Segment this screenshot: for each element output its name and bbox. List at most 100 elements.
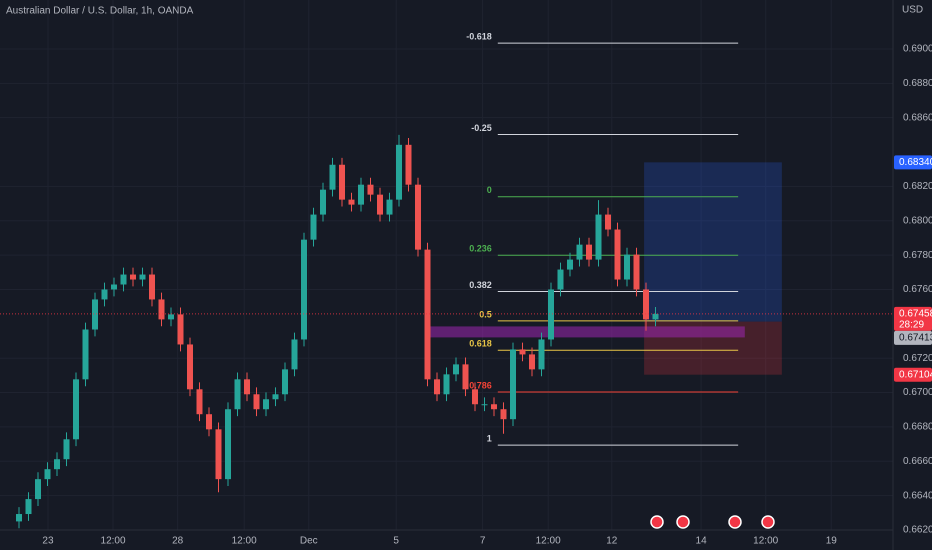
candle-body xyxy=(234,379,241,410)
candle-body xyxy=(339,164,345,200)
candle-body xyxy=(263,399,269,410)
candle-body xyxy=(25,499,32,515)
candle-body xyxy=(282,369,288,395)
event-flag[interactable] xyxy=(728,515,742,529)
candle-body xyxy=(491,404,497,410)
candle-body xyxy=(54,459,60,470)
currency-label: USD xyxy=(902,5,923,16)
candle-body xyxy=(196,389,203,415)
fib-label: -0.618 xyxy=(466,31,492,41)
candle-body xyxy=(538,339,545,370)
candle-body xyxy=(16,514,22,522)
target-zone xyxy=(644,162,782,322)
fib-label: 0.618 xyxy=(469,339,492,349)
price-badge-label: 0.68340 xyxy=(899,157,932,168)
candle-body xyxy=(320,189,326,215)
candle-body xyxy=(329,164,336,190)
fib-label: 0.786 xyxy=(469,380,492,390)
price-badge xyxy=(894,306,932,331)
candle-body xyxy=(548,289,554,340)
candle-body xyxy=(405,144,412,185)
candle-body xyxy=(529,354,535,370)
chart-title: Australian Dollar / U.S. Dollar, 1h, OAN… xyxy=(6,6,194,17)
candle-body xyxy=(272,394,279,400)
candle-body xyxy=(187,344,193,390)
candle-body xyxy=(225,409,231,480)
candle-body xyxy=(291,339,298,370)
event-flag[interactable] xyxy=(676,515,690,529)
candle-body xyxy=(310,214,317,240)
candle-body xyxy=(386,199,393,215)
candle-body xyxy=(158,299,165,320)
x-tick-label: 7 xyxy=(480,536,486,547)
candle-body xyxy=(63,439,70,460)
x-tick-label: Dec xyxy=(300,536,318,547)
candle-body xyxy=(652,313,659,320)
x-tick-label: 14 xyxy=(696,536,708,547)
candle-body xyxy=(396,144,402,200)
candle-body xyxy=(453,364,459,375)
candle-body xyxy=(367,184,374,195)
candle-body xyxy=(624,254,630,280)
x-tick-label: 23 xyxy=(42,536,54,547)
candle-body xyxy=(643,289,649,320)
candle-body xyxy=(101,289,108,300)
candle-body xyxy=(177,314,184,345)
x-tick-label: 5 xyxy=(393,536,399,547)
candle-body xyxy=(472,389,478,405)
candle-body xyxy=(462,364,469,390)
price-badge xyxy=(894,330,932,345)
candle-body xyxy=(415,184,421,250)
candle-body xyxy=(244,379,250,395)
price-badge xyxy=(894,155,932,170)
candle-body xyxy=(73,379,79,440)
fib-label: 0 xyxy=(487,185,492,195)
price-badge-label: 0.67458 xyxy=(899,309,932,320)
candle-body xyxy=(168,314,174,320)
x-tick-label: 12:00 xyxy=(101,536,126,547)
candle-body xyxy=(443,374,450,395)
candle-body xyxy=(576,244,583,260)
x-tick-label: 19 xyxy=(826,536,838,547)
candle-body xyxy=(253,394,260,410)
candle-body xyxy=(82,329,89,380)
fib-label: -0.25 xyxy=(471,123,492,133)
candle-body xyxy=(44,469,51,480)
candle-body xyxy=(92,299,98,330)
candle-body xyxy=(206,414,212,430)
event-flags[interactable] xyxy=(650,515,775,529)
candle-body xyxy=(500,409,507,420)
price-badge-label: 0.67413 xyxy=(899,333,932,344)
candle-body xyxy=(149,274,155,300)
candle-body xyxy=(120,274,127,285)
candle-body xyxy=(586,244,592,260)
fib-label: 0.5 xyxy=(479,309,492,319)
candle-body xyxy=(111,284,117,290)
candle-body xyxy=(377,194,383,215)
candle-body xyxy=(301,239,307,340)
x-tick-label: 12 xyxy=(606,536,618,547)
candle-body xyxy=(557,269,564,290)
candle-body xyxy=(424,249,431,380)
event-flag[interactable] xyxy=(650,515,664,529)
fib-label: 1 xyxy=(487,434,492,444)
fib-label: 0.382 xyxy=(469,280,492,290)
price-badge xyxy=(894,367,932,382)
event-flag[interactable] xyxy=(761,515,775,529)
candle-body xyxy=(358,184,364,205)
candle-body xyxy=(614,229,621,280)
price-badge-label: 0.67104 xyxy=(899,369,932,380)
candle-body xyxy=(434,379,440,395)
candle-body xyxy=(348,199,355,205)
fib-label: 0.236 xyxy=(469,244,492,254)
